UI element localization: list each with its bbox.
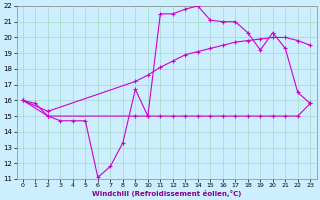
X-axis label: Windchill (Refroidissement éolien,°C): Windchill (Refroidissement éolien,°C) (92, 190, 241, 197)
